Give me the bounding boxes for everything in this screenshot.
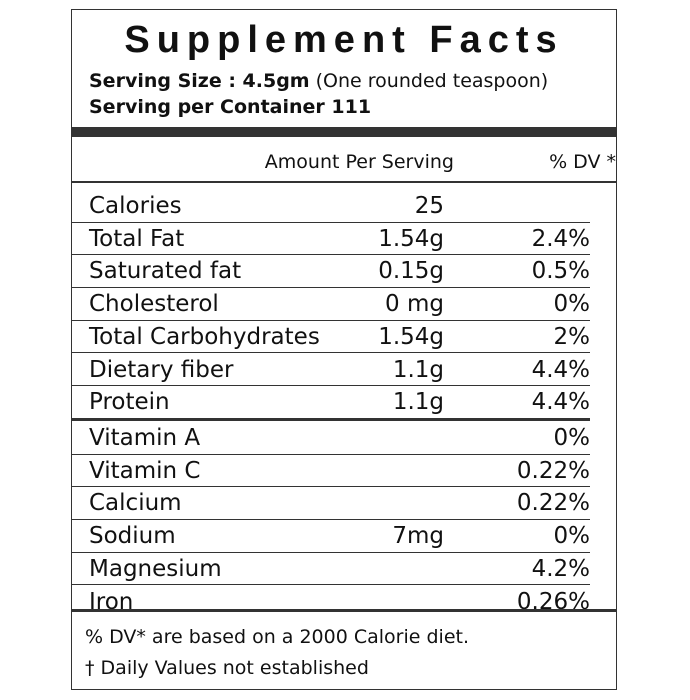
section-divider (72, 417, 590, 421)
thick-divider (72, 127, 616, 137)
nutrient-name: Saturated fat (89, 258, 242, 285)
row-divider (72, 453, 590, 455)
panel-title: Supplement Facts (124, 19, 564, 61)
nutrient-amount: 1.1g (392, 356, 444, 383)
row-divider (72, 319, 590, 321)
nutrient-name: Iron (89, 588, 134, 615)
nutrient-name: Dietary fiber (89, 356, 234, 383)
nutrient-daily-value: 0% (553, 425, 591, 451)
servings-per-container: Serving per Container 111 (89, 96, 372, 118)
nutrient-amount: 0.15g (378, 258, 444, 285)
row-divider (72, 486, 590, 488)
nutrient-amount: 1.1g (392, 389, 444, 416)
nutrient-row: Total Fat 1.54g 2.4% (72, 223, 616, 256)
nutrient-daily-value: 0.22% (516, 457, 590, 484)
nutrient-daily-value: 4.2% (531, 555, 590, 582)
nutrient-daily-value: 0.5% (531, 258, 590, 285)
nutrient-daily-value: 0.22% (516, 490, 590, 517)
row-divider (72, 551, 590, 553)
nutrient-row: Sodium 7mg 0% (72, 520, 616, 553)
nutrient-row: Vitamin A 0% (72, 422, 616, 455)
nutrient-daily-value: 0% (553, 291, 591, 318)
nutrient-row: Saturated fat 0.15g 0.5% (72, 255, 616, 289)
nutrient-daily-value: 2% (553, 323, 591, 350)
row-divider (72, 254, 590, 256)
nutrient-row: Magnesium 4.2% (72, 553, 616, 586)
nutrient-name: Calories (89, 193, 182, 219)
row-divider (72, 385, 590, 387)
header-amount-per-serving: Amount Per Serving (264, 151, 454, 173)
nutrient-daily-value: 4.4% (531, 356, 590, 383)
header-daily-value: % DV * (549, 151, 616, 173)
nutrient-row: Calcium 0.22% (72, 487, 616, 521)
nutrient-amount: 1.54g (378, 323, 444, 350)
nutrient-name: Sodium (89, 523, 176, 550)
nutrient-amount: 25 (414, 193, 444, 219)
nutrient-name: Protein (89, 389, 170, 416)
nutrient-row: Iron 0.26% (72, 586, 616, 619)
footnote-daily-value: % DV* are based on a 2000 Calorie diet. (85, 626, 470, 648)
nutrient-amount: 0 mg (385, 291, 444, 318)
row-divider (72, 584, 590, 586)
nutrient-row: Dietary fiber 1.1g 4.4% (72, 354, 616, 387)
serving-size-note: (One rounded teaspoon) (309, 70, 549, 92)
footnote-divider (72, 609, 616, 612)
header-divider (72, 181, 616, 183)
nutrient-row: Protein 1.1g 4.4% (72, 386, 616, 419)
nutrient-row: Calories 25 (72, 190, 616, 223)
nutrient-name: Vitamin C (89, 457, 201, 484)
row-divider (72, 221, 590, 223)
row-divider (72, 519, 590, 521)
nutrient-row: Total Carbohydrates 1.54g 2% (72, 321, 616, 354)
nutrient-daily-value: 0.26% (516, 588, 590, 615)
nutrient-amount: 7mg (392, 523, 444, 550)
nutrient-daily-value: 4.4% (531, 389, 590, 416)
nutrient-name: Total Carbohydrates (89, 323, 320, 350)
serving-size-label: Serving Size : 4.5gm (89, 70, 310, 92)
serving-size: Serving Size : 4.5gm (One rounded teaspo… (89, 68, 548, 94)
nutrient-daily-value: 2.4% (531, 225, 590, 252)
row-divider (72, 287, 590, 289)
nutrient-daily-value: 0% (553, 523, 591, 550)
row-divider (72, 352, 590, 354)
nutrient-name: Magnesium (89, 555, 222, 582)
nutrient-row: Cholesterol 0 mg 0% (72, 288, 616, 321)
nutrient-name: Cholesterol (89, 291, 219, 318)
supplement-facts-panel: Supplement Facts Serving Size : 4.5gm (O… (71, 9, 617, 690)
nutrient-amount: 1.54g (378, 225, 444, 252)
nutrient-name: Total Fat (89, 225, 185, 252)
column-header-row: Amount Per Serving % DV * (72, 143, 616, 181)
nutrient-name: Calcium (89, 490, 182, 517)
footnote-dagger: † Daily Values not established (85, 657, 369, 679)
nutrient-row: Vitamin C 0.22% (72, 455, 616, 488)
nutrient-name: Vitamin A (89, 425, 201, 451)
